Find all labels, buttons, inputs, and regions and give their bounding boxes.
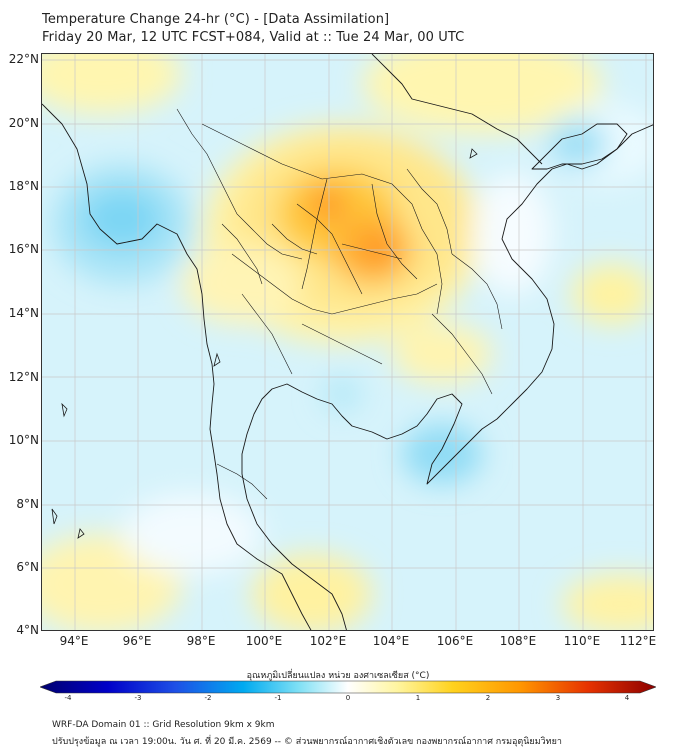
map-title: Temperature Change 24-hr (°C) - [Data As…	[42, 12, 390, 27]
colorbar-tick: 4	[624, 694, 630, 702]
lon-label-110e: 110°E	[563, 634, 601, 648]
colorbar-tick: -2	[204, 694, 212, 702]
lat-label-16n: 16°N	[8, 242, 39, 256]
map-subtitle: Friday 20 Mar, 12 UTC FCST+084, Valid at…	[42, 30, 465, 45]
colorbar-tick: -1	[274, 694, 282, 702]
lon-label-106e: 106°E	[436, 634, 474, 648]
lat-label-10n: 10°N	[8, 433, 39, 447]
lat-label-20n: 20°N	[8, 116, 39, 130]
colorbar-tick: 0	[345, 694, 351, 702]
islands	[51, 148, 478, 539]
colorbar-tick: -4	[64, 694, 72, 702]
lon-label-98e: 98°E	[186, 634, 216, 648]
lat-label-12n: 12°N	[8, 370, 39, 384]
lon-label-94e: 94°E	[59, 634, 89, 648]
colorbar-tick: 2	[485, 694, 491, 702]
graticule	[42, 54, 653, 630]
lon-label-108e: 108°E	[499, 634, 537, 648]
colorbar-tick: 3	[555, 694, 561, 702]
footer-domain-info: WRF-DA Domain 01 :: Grid Resolution 9km …	[52, 720, 275, 730]
lat-label-18n: 18°N	[8, 179, 39, 193]
lat-label-22n: 22°N	[8, 52, 39, 66]
province-borders	[176, 108, 503, 500]
lon-label-100e: 100°E	[245, 634, 283, 648]
temperature-shading	[42, 54, 653, 630]
lat-label-8n: 8°N	[16, 497, 39, 511]
temperature-field-map	[42, 54, 653, 630]
coastline	[42, 54, 653, 630]
lon-label-112e: 112°E	[619, 634, 657, 648]
lat-label-4n: 4°N	[16, 623, 39, 637]
lon-label-102e: 102°E	[309, 634, 347, 648]
colorbar	[40, 680, 656, 694]
map-panel	[41, 53, 654, 631]
lon-label-96e: 96°E	[122, 634, 152, 648]
lat-label-14n: 14°N	[8, 306, 39, 320]
footer-credit: ปรับปรุงข้อมูล ณ เวลา 19:00น. วัน ศ. ที่…	[52, 737, 562, 747]
lon-label-104e: 104°E	[372, 634, 410, 648]
colorbar-tick: -3	[134, 694, 142, 702]
colorbar-tick: 1	[415, 694, 421, 702]
colorbar-label: อุณหภูมิเปลี่ยนแปลง หน่วย องศาเซลเซียส (…	[246, 671, 430, 681]
lat-label-6n: 6°N	[16, 560, 39, 574]
